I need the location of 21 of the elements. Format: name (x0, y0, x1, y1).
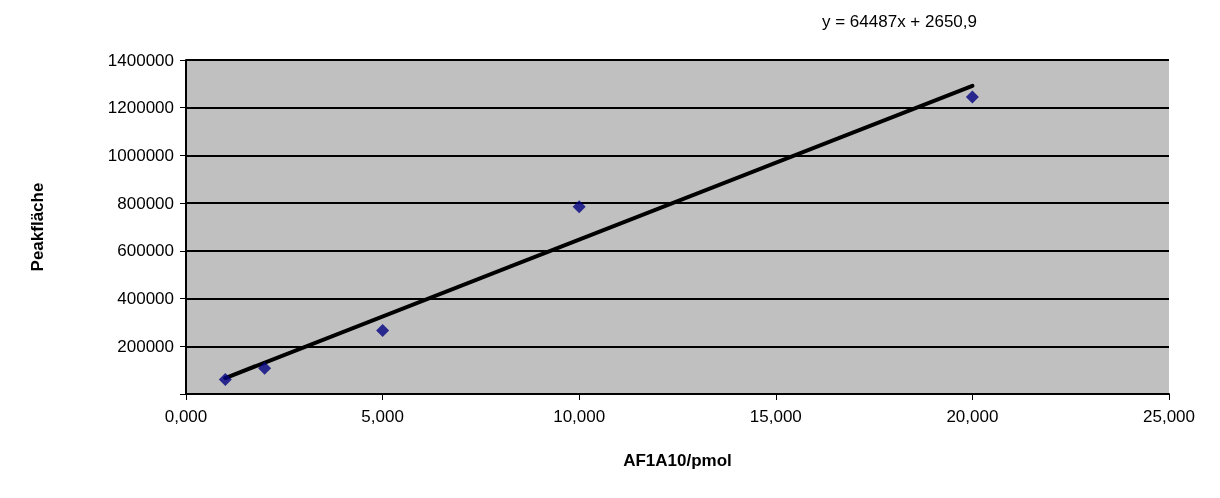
text: y = 64487x + 2650,9 (821, 12, 978, 31)
y-tick-label: 1000000 (107, 145, 174, 165)
x-tick-label: 25,000 (1143, 407, 1195, 426)
y-tick-label: 1400000 (107, 50, 174, 70)
x-tick-label: 0,000 (164, 407, 208, 426)
point (376, 324, 390, 338)
point (258, 361, 272, 375)
x-tick-label: 5,000 (361, 407, 404, 426)
x-tick-label: 10,000 (553, 407, 606, 426)
y-axis-title: Peakfläche (28, 182, 47, 272)
y-tick-label: 800000 (117, 193, 174, 213)
x-axis-title: AF1A10/pmol (623, 451, 732, 470)
x-tick-label: 15,000 (749, 407, 802, 426)
y-tick-label: 1200000 (107, 98, 174, 118)
y-tick-label: 400000 (117, 289, 174, 309)
y-tick-label: 200000 (117, 336, 174, 356)
point (572, 200, 586, 214)
point (218, 372, 232, 386)
x-tick-label: 20,000 (946, 407, 999, 426)
y-tick-label: 600000 (117, 241, 174, 261)
point (965, 90, 979, 104)
